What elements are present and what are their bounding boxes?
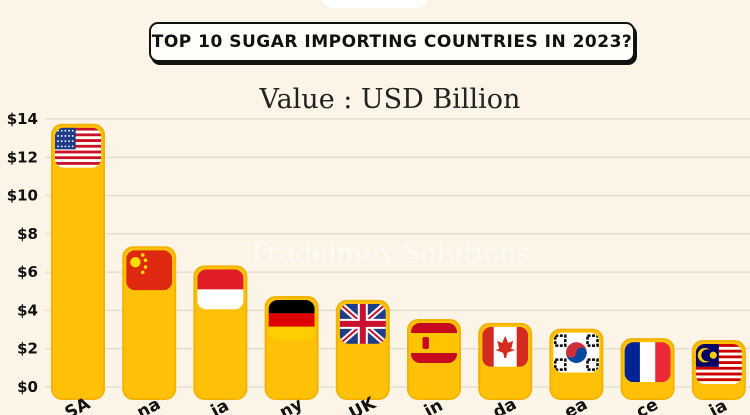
- fr-flag-icon: [624, 342, 671, 383]
- chart-title: TOP 10 SUGAR IMPORTING COUNTRIES IN 2023…: [151, 32, 633, 52]
- y-tick-label: $12: [7, 148, 38, 166]
- y-tick-label: $14: [7, 110, 38, 128]
- cn-flag-icon: [126, 250, 173, 291]
- de-flag-icon: [268, 300, 315, 341]
- y-tick-label: $10: [7, 187, 38, 205]
- my-flag-icon: [695, 344, 742, 385]
- title-box: TOP 10 SUGAR IMPORTING COUNTRIES IN 2023…: [149, 22, 635, 62]
- y-tick-label: $4: [17, 301, 38, 319]
- logo: [320, 0, 430, 8]
- y-tick-label: $8: [17, 225, 38, 243]
- bar: [51, 123, 105, 400]
- id-flag-icon: [197, 269, 244, 310]
- gb-flag-icon: [339, 303, 386, 344]
- kr-flag-icon: [553, 332, 600, 373]
- us-flag-icon: [55, 127, 101, 168]
- y-tick-label: $2: [17, 340, 38, 358]
- y-tick-label: $0: [17, 378, 38, 396]
- y-tick-label: $6: [17, 263, 38, 281]
- chart-subtitle: Value : USD Billion: [259, 84, 521, 115]
- es-flag-icon: [411, 323, 457, 363]
- ca-flag-icon: [482, 326, 529, 367]
